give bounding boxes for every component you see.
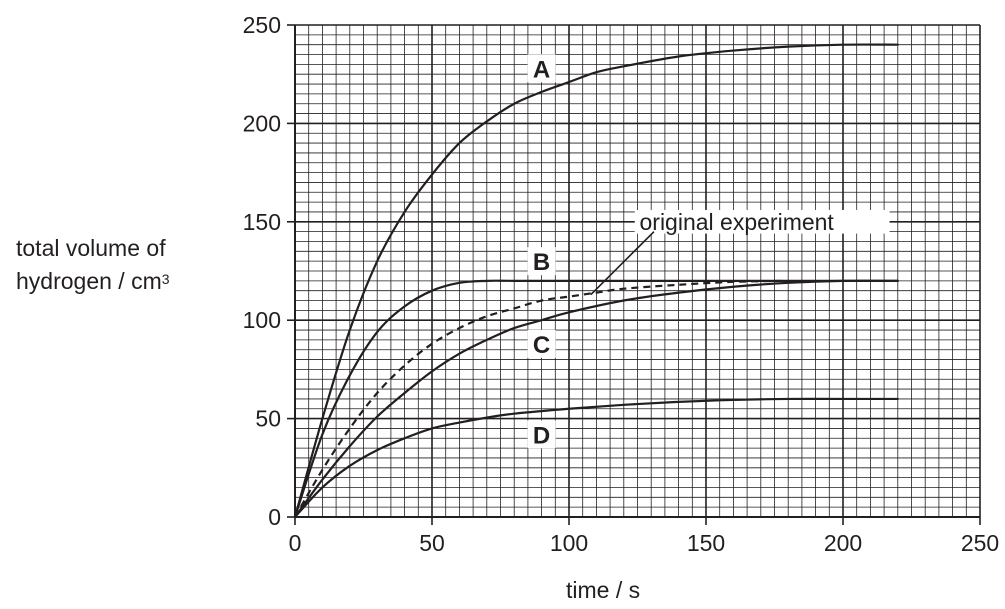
x-tick-label: 150: [687, 530, 725, 556]
grid-minor: [295, 25, 980, 517]
annotation-background: [634, 209, 890, 234]
x-tick-label: 50: [419, 530, 445, 556]
series-line-c: [293, 279, 899, 519]
y-tick-label: 250: [243, 12, 281, 38]
curve-label-c: C: [533, 332, 550, 359]
y-axis-label-line2: hydrogen / cm3: [16, 265, 170, 298]
x-tick-label: 200: [824, 530, 862, 556]
series-line-original-experiment: [294, 279, 789, 518]
axes: [294, 25, 980, 518]
y-tick-label: 150: [243, 209, 281, 235]
y-axis-label-superscript: 3: [161, 271, 170, 287]
curve-label-background: [527, 54, 556, 83]
x-tick-label: 100: [550, 530, 588, 556]
y-axis-label-unit: hydrogen / cm: [16, 268, 162, 294]
series-line-b: [293, 279, 899, 519]
curve-labels: A B C D: [527, 54, 556, 449]
x-tick-label: 0: [289, 530, 302, 556]
x-axis-label: time / s: [566, 577, 641, 603]
series-line-a: [293, 43, 899, 519]
annotation-leader-line: [590, 231, 655, 296]
curve-label-b: B: [533, 249, 550, 276]
curve-label-background: [527, 420, 556, 449]
y-tick-label: 0: [268, 504, 281, 530]
x-tick-label: 250: [961, 530, 999, 556]
curve-label-background: [527, 247, 556, 276]
series-line-d: [293, 397, 899, 519]
y-tick-label: 50: [255, 406, 281, 432]
y-axis-label-line1: total volume of: [16, 235, 166, 261]
y-tick-label: 200: [243, 110, 281, 136]
y-axis-label: total volume of hydrogen / cm3: [16, 232, 170, 298]
curve-label-d: D: [533, 422, 550, 449]
tick-labels: 0 50 100 150 200 250 0 50 100 150 200 250: [243, 12, 1000, 556]
curve-label-background: [527, 329, 556, 358]
curve-label-a: A: [533, 56, 550, 83]
curves: [293, 43, 899, 519]
annotation: original experiment: [590, 209, 890, 296]
annotation-text: original experiment: [640, 209, 835, 235]
y-tick-label: 100: [243, 307, 281, 333]
